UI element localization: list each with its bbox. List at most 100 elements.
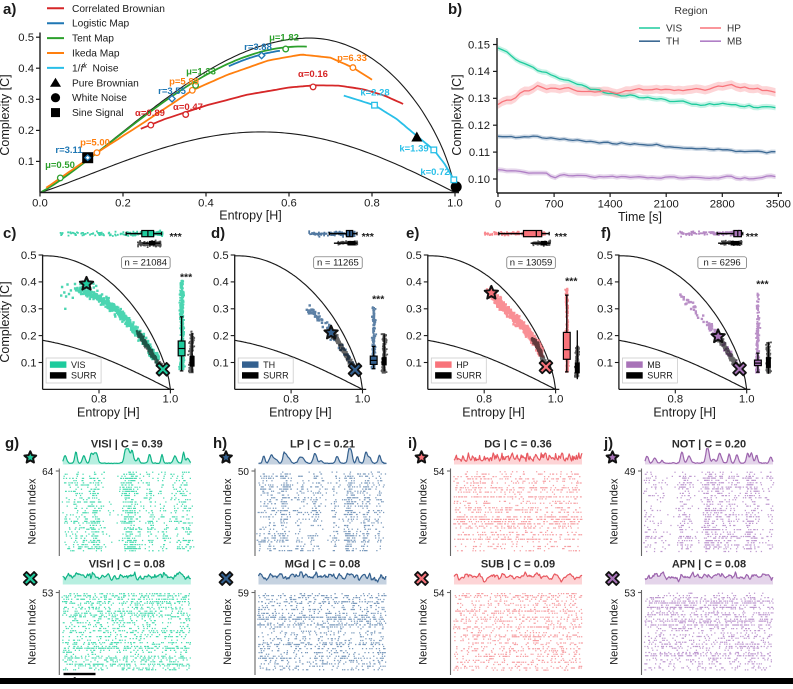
svg-text:n = 21084: n = 21084 <box>125 258 168 269</box>
svg-text:***: *** <box>372 294 385 306</box>
svg-text:50: 50 <box>238 467 250 478</box>
svg-text:0.4: 0.4 <box>213 277 229 289</box>
svg-text:Entropy [H]: Entropy [H] <box>653 405 716 419</box>
svg-text:0.3: 0.3 <box>213 304 229 316</box>
svg-text:b): b) <box>448 1 462 18</box>
svg-text:White Noise: White Noise <box>72 93 127 104</box>
svg-text:Tent Map: Tent Map <box>72 34 114 45</box>
svg-text:1400: 1400 <box>598 199 623 211</box>
svg-text:54: 54 <box>433 589 445 600</box>
svg-text:r=3.88: r=3.88 <box>244 42 272 53</box>
svg-text:α=0.16: α=0.16 <box>298 69 328 80</box>
svg-text:n = 11265: n = 11265 <box>317 258 359 269</box>
svg-text:0.5: 0.5 <box>18 32 34 44</box>
svg-text:0.6: 0.6 <box>281 198 297 210</box>
svg-text:53: 53 <box>42 589 54 600</box>
svg-text:SURR: SURR <box>71 371 97 381</box>
svg-text:0.4: 0.4 <box>21 277 37 289</box>
svg-text:p=5.89: p=5.89 <box>169 77 199 88</box>
svg-text:0.1: 0.1 <box>18 156 34 168</box>
svg-text:Neuron Index: Neuron Index <box>222 478 234 545</box>
svg-text:e): e) <box>406 225 419 242</box>
svg-text:k=1.39: k=1.39 <box>399 144 428 155</box>
svg-text:HP: HP <box>727 24 741 35</box>
svg-text:***: *** <box>169 231 182 243</box>
svg-text:SURR: SURR <box>456 371 482 381</box>
svg-text:μ=1.33: μ=1.33 <box>186 67 216 78</box>
svg-text:0.8: 0.8 <box>667 393 683 405</box>
svg-text:APN | C = 0.08: APN | C = 0.08 <box>672 559 746 571</box>
svg-text:Logistic Map: Logistic Map <box>72 19 130 30</box>
svg-text:α=0.47: α=0.47 <box>173 102 203 113</box>
svg-text:Neuron Index: Neuron Index <box>26 598 38 665</box>
svg-text:0.8: 0.8 <box>91 393 107 405</box>
svg-text:0.8: 0.8 <box>283 393 299 405</box>
svg-text:0.3: 0.3 <box>18 94 34 106</box>
svg-text:0.10: 0.10 <box>468 174 490 186</box>
svg-text:***: *** <box>180 272 193 284</box>
svg-text:VISrl | C = 0.08: VISrl | C = 0.08 <box>89 559 165 571</box>
svg-text:2100: 2100 <box>654 199 679 211</box>
svg-text:0.2: 0.2 <box>597 330 613 342</box>
svg-text:Sine Signal: Sine Signal <box>72 108 124 119</box>
svg-text:1.0: 1.0 <box>548 393 564 405</box>
svg-text:Neuron Index: Neuron Index <box>418 598 430 665</box>
svg-text:p=6.33: p=6.33 <box>337 53 367 64</box>
svg-text:0.1: 0.1 <box>213 357 229 369</box>
svg-text:Complexity [C]: Complexity [C] <box>0 281 12 362</box>
svg-text:SURR: SURR <box>647 371 673 381</box>
svg-text:0.2: 0.2 <box>115 198 131 210</box>
svg-text:TH: TH <box>666 37 679 48</box>
svg-text:Neuron Index: Neuron Index <box>26 478 38 545</box>
svg-text:0.8: 0.8 <box>476 393 492 405</box>
svg-text:Entropy [H]: Entropy [H] <box>462 405 525 419</box>
svg-text:0.13: 0.13 <box>468 93 490 105</box>
svg-text:1.0: 1.0 <box>355 393 371 405</box>
svg-text:0.11: 0.11 <box>469 147 490 159</box>
svg-text:53: 53 <box>624 589 636 600</box>
svg-text:r=3.55: r=3.55 <box>158 86 186 97</box>
svg-text:Neuron Index: Neuron Index <box>418 478 430 545</box>
svg-text:0.5: 0.5 <box>406 250 422 262</box>
svg-text:LP | C = 0.21: LP | C = 0.21 <box>290 439 355 451</box>
svg-text:Entropy [H]: Entropy [H] <box>269 405 332 419</box>
svg-text:2800: 2800 <box>710 199 735 211</box>
svg-text:0: 0 <box>495 199 501 211</box>
svg-text:g): g) <box>5 435 19 452</box>
svg-text:Time [s]: Time [s] <box>618 210 662 224</box>
svg-text:DG | C = 0.36: DG | C = 0.36 <box>484 439 552 451</box>
svg-text:MB: MB <box>727 37 742 48</box>
svg-text:***: *** <box>555 231 568 243</box>
svg-text:Ikeda Map: Ikeda Map <box>72 49 120 60</box>
svg-text:0.2: 0.2 <box>213 330 229 342</box>
svg-text:i): i) <box>408 435 417 452</box>
svg-text:a): a) <box>3 1 16 18</box>
svg-text:0.2: 0.2 <box>18 125 34 137</box>
svg-text:VIS: VIS <box>666 24 682 35</box>
svg-text:Neuron Index: Neuron Index <box>222 598 234 665</box>
svg-text:1/fk Noise: 1/fk Noise <box>72 63 119 75</box>
svg-text:0.8: 0.8 <box>364 198 380 210</box>
svg-text:SUB | C = 0.09: SUB | C = 0.09 <box>481 559 555 571</box>
svg-text:0.3: 0.3 <box>406 304 422 316</box>
svg-text:μ=1.82: μ=1.82 <box>269 33 299 44</box>
svg-text:0.5: 0.5 <box>213 250 229 262</box>
svg-text:0.2: 0.2 <box>406 330 422 342</box>
svg-text:0.5: 0.5 <box>21 250 37 262</box>
svg-text:r=3.11: r=3.11 <box>55 145 83 156</box>
svg-text:Complexity [C]: Complexity [C] <box>450 74 464 155</box>
svg-text:k=0.72: k=0.72 <box>420 167 449 178</box>
svg-text:Entropy [H]: Entropy [H] <box>77 405 140 419</box>
svg-text:1.0: 1.0 <box>163 393 179 405</box>
svg-text:d): d) <box>211 225 225 242</box>
svg-text:***: *** <box>746 231 759 243</box>
svg-text:1.0: 1.0 <box>739 393 755 405</box>
svg-text:c): c) <box>3 225 16 242</box>
svg-text:0.14: 0.14 <box>468 66 490 78</box>
svg-text:Entropy [H]: Entropy [H] <box>219 208 282 222</box>
svg-text:j): j) <box>603 435 613 452</box>
svg-text:0.4: 0.4 <box>597 277 613 289</box>
svg-text:Complexity [C]: Complexity [C] <box>0 74 12 155</box>
svg-text:MGd | C = 0.08: MGd | C = 0.08 <box>285 559 361 571</box>
svg-text:n = 13059: n = 13059 <box>510 258 553 269</box>
